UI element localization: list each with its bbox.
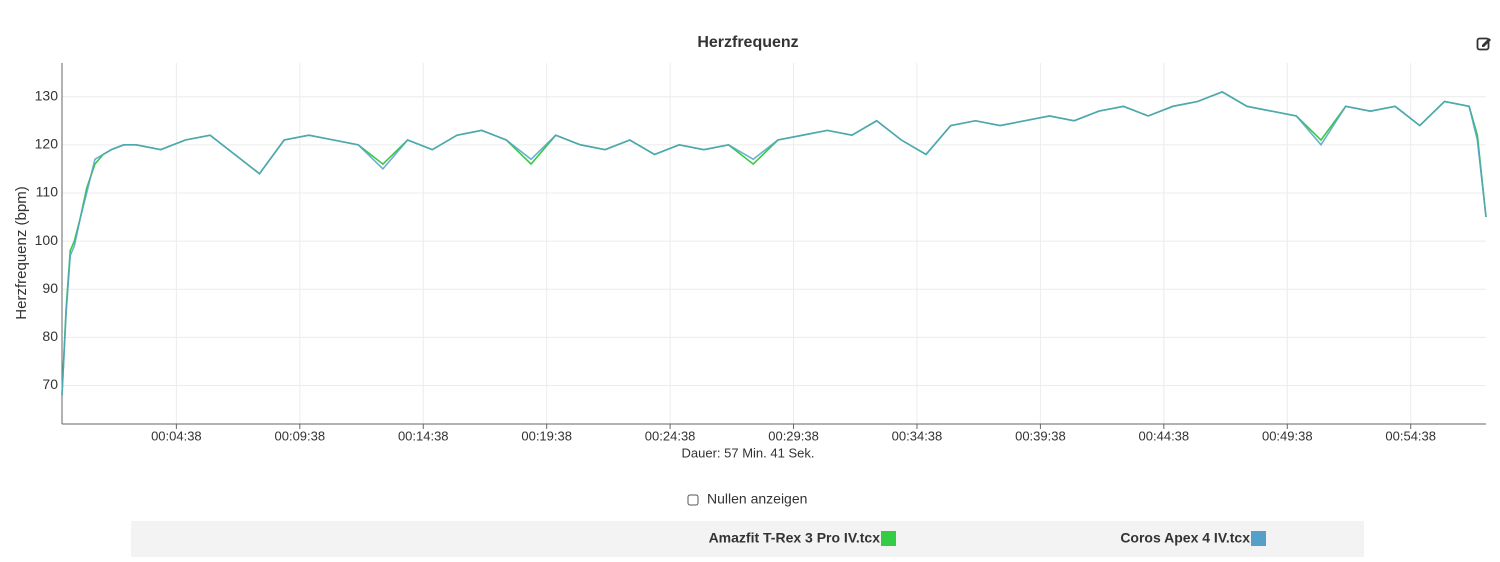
chart-title: Herzfrequenz bbox=[697, 34, 798, 51]
y-tick-label: 100 bbox=[35, 232, 59, 248]
y-axis-label: Herzfrequenz (bpm) bbox=[13, 186, 30, 319]
x-tick-label: 00:09:38 bbox=[275, 428, 326, 443]
series-line bbox=[61, 90, 1487, 396]
y-tick-label: 130 bbox=[35, 87, 59, 103]
edit-icon[interactable] bbox=[1476, 37, 1492, 51]
checkbox[interactable] bbox=[687, 494, 699, 506]
x-axis-label: Dauer: 57 Min. 41 Sek. bbox=[682, 445, 815, 460]
y-tick-label: 110 bbox=[36, 184, 59, 200]
legend-band bbox=[131, 521, 1364, 557]
series-line bbox=[61, 90, 1487, 396]
x-tick-label: 00:24:38 bbox=[645, 428, 696, 443]
x-tick-label: 00:49:38 bbox=[1262, 428, 1313, 443]
checkbox-label[interactable]: Nullen anzeigen bbox=[707, 491, 807, 507]
edit-icon-pen bbox=[1482, 38, 1491, 47]
x-tick-label: 00:54:38 bbox=[1385, 428, 1436, 443]
legend-label: Coros Apex 4 IV.tcx bbox=[1120, 530, 1250, 546]
x-tick-label: 00:34:38 bbox=[892, 428, 943, 443]
x-tick-label: 00:39:38 bbox=[1015, 428, 1066, 443]
y-tick-label: 120 bbox=[35, 136, 59, 152]
y-tick-label: 90 bbox=[42, 280, 58, 296]
y-tick-label: 70 bbox=[42, 376, 58, 392]
legend-swatch bbox=[881, 531, 896, 546]
edit-icon-frame bbox=[1476, 37, 1490, 51]
legend-label: Amazfit T-Rex 3 Pro IV.tcx bbox=[709, 530, 881, 546]
legend-swatch bbox=[1251, 531, 1266, 546]
x-tick-label: 00:04:38 bbox=[151, 428, 202, 443]
x-tick-label: 00:44:38 bbox=[1139, 428, 1190, 443]
y-tick-label: 80 bbox=[42, 328, 58, 344]
x-tick-label: 00:19:38 bbox=[521, 428, 572, 443]
x-tick-label: 00:29:38 bbox=[768, 428, 819, 443]
x-tick-label: 00:14:38 bbox=[398, 428, 449, 443]
